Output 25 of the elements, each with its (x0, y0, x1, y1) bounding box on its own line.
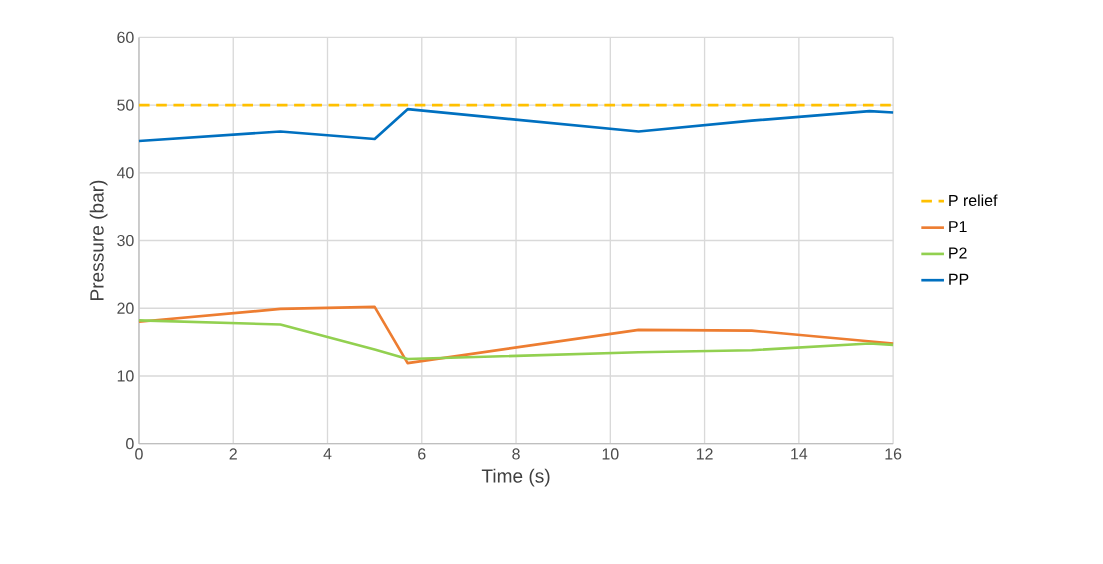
y-tick-label: 40 (116, 166, 134, 179)
x-tick-label: 10 (602, 448, 619, 460)
x-tick-label: 8 (512, 448, 520, 460)
line-series (137, 305, 895, 365)
y-tick-label: 30 (117, 234, 134, 246)
y-tick-label: 50 (117, 99, 134, 111)
line-series (137, 107, 895, 143)
x-tick-label: 2 (229, 448, 237, 460)
x-axis-title: Time (s) (481, 468, 550, 487)
y-tick-label: 60 (117, 31, 134, 43)
legend-label: P2 (949, 247, 967, 259)
legend-label: P1 (949, 220, 967, 232)
line-series (137, 318, 895, 361)
y-tick-label: 10 (117, 370, 134, 382)
x-tick-label: 14 (791, 448, 808, 460)
legend-label: P relief (949, 194, 998, 206)
y-tick-label: 0 (126, 437, 134, 450)
x-tick-label: 12 (696, 448, 713, 460)
y-axis-title: Pressure (bar) (89, 180, 108, 300)
y-tick-label: 20 (117, 302, 134, 314)
x-tick-label: 0 (135, 448, 143, 460)
x-tick-label: 4 (323, 448, 332, 460)
x-tick-label: 6 (418, 448, 426, 460)
x-tick-label: 16 (885, 448, 902, 460)
legend-label: PP (949, 273, 969, 285)
